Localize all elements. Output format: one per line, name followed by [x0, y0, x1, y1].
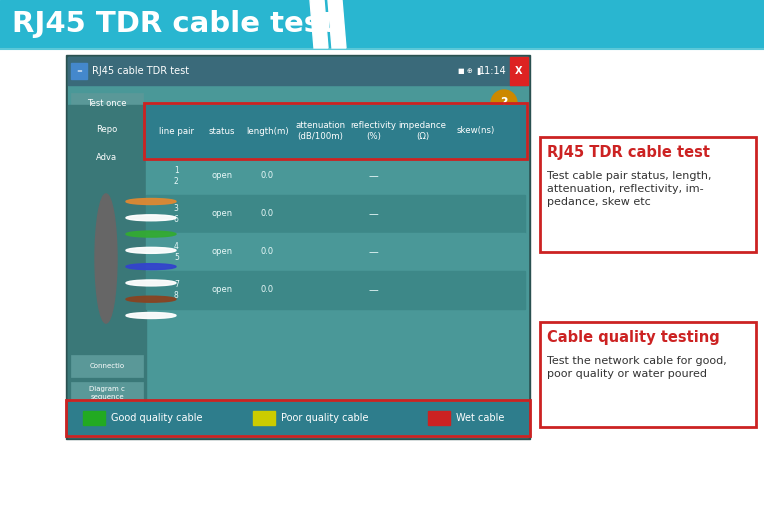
- Text: Test cable pair status, length,
attenuation, reflectivity, im-
pedance, skew etc: Test cable pair status, length, attenuat…: [547, 171, 711, 207]
- Bar: [146, 233, 525, 271]
- Bar: [146, 105, 525, 157]
- Text: Connectio: Connectio: [89, 363, 125, 369]
- Ellipse shape: [126, 280, 176, 286]
- Ellipse shape: [126, 215, 176, 221]
- Bar: [66, 55, 530, 439]
- Bar: [146, 271, 525, 309]
- Ellipse shape: [126, 247, 176, 253]
- Text: impedance
(Ω): impedance (Ω): [399, 121, 447, 141]
- Bar: [71, 120, 143, 140]
- Text: 7
8: 7 8: [174, 280, 179, 300]
- Text: Test the network cable for good,
poor quality or water poured: Test the network cable for good, poor qu…: [547, 356, 727, 379]
- Text: Diagram c
sequence: Diagram c sequence: [89, 387, 125, 399]
- Bar: [0, 0, 764, 48]
- Text: Adva: Adva: [96, 153, 118, 161]
- Text: —: —: [368, 285, 378, 295]
- Text: 4
5: 4 5: [174, 242, 179, 262]
- Bar: [428, 411, 450, 425]
- Bar: [540, 137, 756, 252]
- Text: —: —: [368, 171, 378, 181]
- Text: 1
2: 1 2: [174, 166, 179, 186]
- Text: reflectivity
(%): reflectivity (%): [351, 121, 397, 141]
- Text: RJ45 TDR cable test: RJ45 TDR cable test: [12, 10, 335, 38]
- Text: ■ ⊕ ▐: ■ ⊕ ▐: [458, 68, 481, 75]
- Bar: [68, 57, 528, 437]
- Bar: [144, 103, 527, 159]
- Ellipse shape: [126, 296, 176, 302]
- Text: —: —: [368, 247, 378, 257]
- Bar: [146, 157, 525, 195]
- Text: open: open: [211, 209, 232, 219]
- Text: 0.0: 0.0: [261, 209, 274, 219]
- Circle shape: [491, 90, 517, 116]
- Bar: [68, 57, 528, 85]
- Text: —: —: [368, 209, 378, 219]
- Polygon shape: [310, 0, 328, 48]
- Text: skew(ns): skew(ns): [457, 126, 495, 136]
- Bar: [66, 400, 530, 436]
- Bar: [71, 147, 143, 167]
- Bar: [253, 411, 275, 425]
- Text: open: open: [211, 247, 232, 257]
- Text: =: =: [76, 68, 82, 74]
- Text: X: X: [515, 66, 523, 76]
- Bar: [71, 355, 143, 377]
- Text: RJ45 cable TDR test: RJ45 cable TDR test: [92, 66, 189, 76]
- Bar: [146, 195, 525, 233]
- Text: 0.0: 0.0: [261, 286, 274, 294]
- Text: Test once: Test once: [87, 98, 127, 108]
- Bar: [83, 411, 105, 425]
- Ellipse shape: [126, 312, 176, 318]
- Polygon shape: [328, 0, 346, 48]
- Bar: [68, 402, 528, 434]
- Bar: [68, 105, 146, 412]
- Text: attenuation
(dB/100m): attenuation (dB/100m): [295, 121, 345, 141]
- Ellipse shape: [126, 264, 176, 270]
- Text: Repo: Repo: [96, 125, 118, 135]
- Text: 3
6: 3 6: [174, 204, 179, 224]
- Text: 0.0: 0.0: [261, 172, 274, 181]
- Text: Good quality cable: Good quality cable: [111, 413, 202, 423]
- Text: Wet cable: Wet cable: [456, 413, 504, 423]
- Text: line pair: line pair: [159, 126, 194, 136]
- Text: status: status: [209, 126, 235, 136]
- Bar: [71, 93, 143, 113]
- Ellipse shape: [126, 231, 176, 237]
- Text: 11:14: 11:14: [479, 66, 507, 76]
- Text: Poor quality cable: Poor quality cable: [281, 413, 368, 423]
- Text: ?: ?: [500, 96, 508, 110]
- Bar: [510, 57, 528, 85]
- Ellipse shape: [95, 194, 117, 323]
- Bar: [540, 322, 756, 427]
- Text: 0.0: 0.0: [261, 247, 274, 257]
- Text: RJ45 TDR cable test: RJ45 TDR cable test: [547, 145, 710, 160]
- Text: length(m): length(m): [246, 126, 289, 136]
- Bar: [71, 63, 87, 79]
- Text: open: open: [211, 286, 232, 294]
- Text: Cable quality testing: Cable quality testing: [547, 330, 720, 345]
- Text: open: open: [211, 172, 232, 181]
- Bar: [71, 382, 143, 404]
- Ellipse shape: [126, 199, 176, 204]
